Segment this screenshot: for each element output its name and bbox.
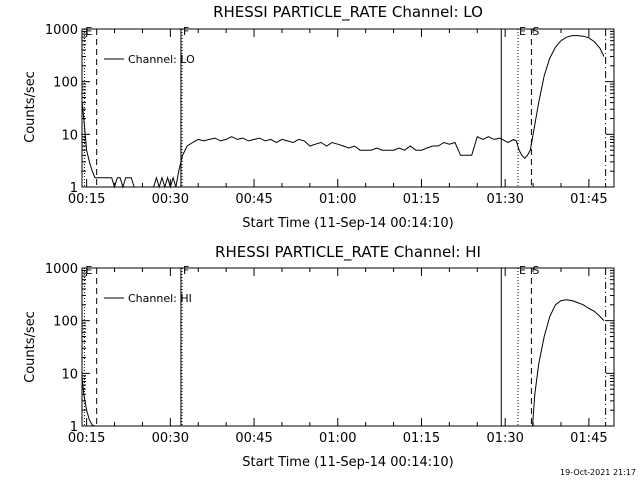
y-axis-label: Counts/sec — [23, 311, 38, 383]
y-tick-label: 1000 — [45, 23, 78, 38]
x-tick-label: 01:15 — [403, 431, 440, 446]
x-tick-label: 01:00 — [319, 192, 356, 207]
x-tick-label: 00:45 — [235, 192, 272, 207]
panel-title: RHESSI PARTICLE_RATE Channel: HI — [215, 243, 481, 262]
y-tick-label: 1 — [70, 181, 78, 196]
x-axis-label: Start Time (11-Sep-14 00:14:10) — [242, 216, 453, 231]
x-tick-label: 01:15 — [403, 192, 440, 207]
legend-label: Channel: HI — [128, 292, 192, 305]
plot-frame — [81, 28, 615, 188]
data-series-line — [81, 299, 605, 427]
x-tick-label: 00:30 — [152, 431, 189, 446]
x-tick-label: 01:45 — [570, 431, 607, 446]
x-axis-label: Start Time (11-Sep-14 00:14:10) — [242, 455, 453, 470]
y-tick-label: 100 — [53, 76, 78, 91]
event-marker-label: F — [183, 25, 189, 38]
event-marker-label: E — [85, 264, 92, 277]
y-tick-label: 100 — [53, 315, 78, 330]
y-tick-label: 1 — [70, 420, 78, 435]
hi-channel-panel: RHESSI PARTICLE_RATE Channel: HI Start T… — [23, 243, 615, 470]
x-tick-label: 00:30 — [152, 192, 189, 207]
x-tick-label: 00:45 — [235, 431, 272, 446]
legend-label: Channel: LO — [128, 53, 195, 66]
x-tick-label: 01:30 — [486, 431, 523, 446]
y-tick-label: 10 — [61, 367, 78, 382]
x-tick-label: 00:15 — [68, 431, 105, 446]
event-marker-label: E — [85, 25, 92, 38]
footer-timestamp: 19-Oct-2021 21:17 — [560, 468, 636, 477]
lo-channel-panel: RHESSI PARTICLE_RATE Channel: LO Start T… — [23, 3, 615, 231]
event-marker-label: S — [532, 25, 539, 38]
data-series-line — [81, 35, 605, 189]
x-tick-label: 01:30 — [486, 192, 523, 207]
x-tick-label: 01:00 — [319, 431, 356, 446]
x-tick-label: 01:45 — [570, 192, 607, 207]
event-marker-label: E — [519, 264, 526, 277]
panel-title: RHESSI PARTICLE_RATE Channel: LO — [213, 3, 483, 22]
event-marker-label: S — [532, 264, 539, 277]
y-axis-label: Counts/sec — [23, 71, 38, 143]
y-tick-label: 10 — [61, 128, 78, 143]
y-tick-label: 1000 — [45, 262, 78, 277]
event-marker-label: F — [183, 264, 189, 277]
event-marker-label: E — [519, 25, 526, 38]
x-tick-label: 00:15 — [68, 192, 105, 207]
